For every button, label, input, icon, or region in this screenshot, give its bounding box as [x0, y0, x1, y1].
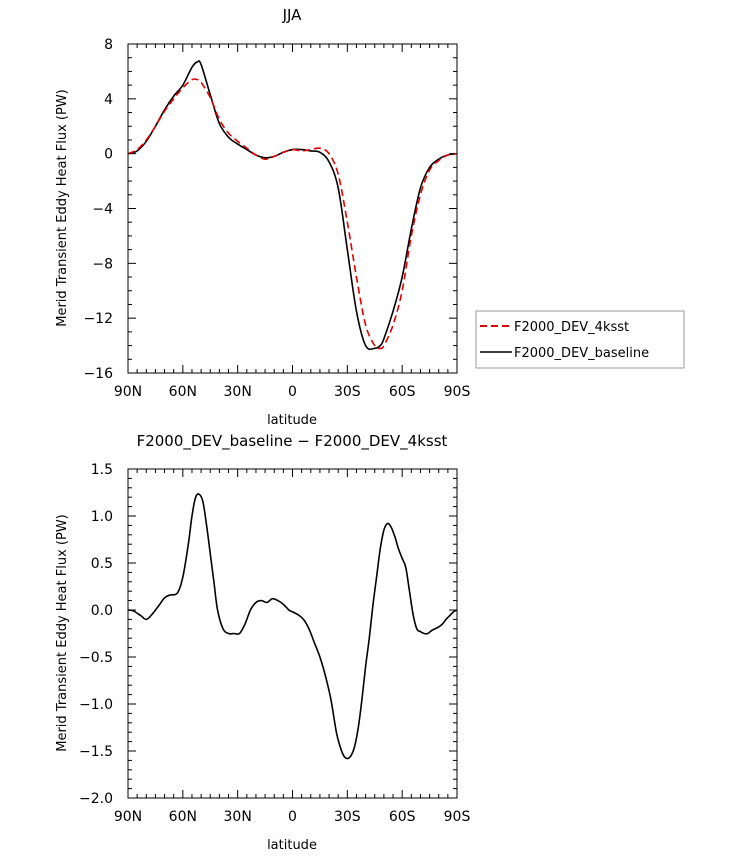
top-y-tick-label: −8: [92, 256, 113, 272]
legend-label-4ksst: F2000_DEV_4ksst: [514, 320, 629, 335]
legend-label-baseline: F2000_DEV_baseline: [514, 346, 649, 361]
bottom-y-tick-label: 0.0: [91, 603, 113, 619]
bottom-y-tick-label: 1.0: [91, 509, 113, 525]
bottom-y-tick-labels: −2.0 −1.5 −1.0 −0.5 0.0 0.5 1.0 1.5: [79, 462, 113, 807]
bottom-chart-title: F2000_DEV_baseline − F2000_DEV_4ksst: [137, 432, 448, 451]
top-series-line-1: [127, 60, 458, 351]
bottom-x-tick-label: 0: [288, 809, 297, 825]
bottom-x-tick-label: 90S: [444, 809, 471, 825]
top-panel: JJA 90N 60N 30N 0 30S 60S 90S −16 −12 −8 −4 0 4 8 la…: [55, 6, 685, 428]
top-y-tick-labels: −16 −12 −8 −4 0 4 8: [83, 37, 113, 382]
top-series-line-0: [127, 78, 458, 350]
bottom-y-tick-label: 0.5: [91, 556, 113, 572]
top-x-tick-label: 30S: [334, 384, 361, 400]
bottom-y-tick-label: −1.0: [79, 697, 113, 713]
bottom-y-tick-label: −1.5: [79, 744, 113, 760]
top-y-tick-label: 0: [104, 147, 113, 163]
top-x-tick-label: 30N: [224, 384, 252, 400]
legend-frame: [475, 310, 685, 369]
bottom-x-tick-label: 30S: [334, 809, 361, 825]
top-series-lines: [127, 60, 458, 351]
bottom-series-line-0: [127, 493, 458, 760]
bottom-x-tick-label: 30N: [224, 809, 252, 825]
top-chart-title: JJA: [282, 6, 303, 24]
top-y-tick-label: 4: [104, 92, 113, 108]
bottom-x-tick-label: 60S: [389, 809, 416, 825]
top-y-tick-label: 8: [104, 37, 113, 53]
top-y-axis-label: Merid Transient Eddy Heat Flux (PW): [55, 89, 70, 327]
top-x-tick-label: 60N: [169, 384, 197, 400]
top-y-tick-label: −12: [83, 311, 113, 327]
top-x-axis-label: latitude: [267, 413, 317, 428]
top-x-tick-label: 0: [288, 384, 297, 400]
bottom-y-tick-label: −0.5: [79, 650, 113, 666]
top-x-tick-label: 60S: [389, 384, 416, 400]
bottom-panel: F2000_DEV_baseline − F2000_DEV_4ksst 90N…: [55, 432, 470, 853]
bottom-tick-marks: [127, 468, 458, 799]
bottom-plot-frame: [127, 468, 458, 799]
top-plot-frame: [127, 43, 458, 374]
top-x-tick-label: 90N: [114, 384, 142, 400]
top-y-tick-label: −16: [83, 366, 113, 382]
bottom-y-axis-label: Merid Transient Eddy Heat Flux (PW): [55, 514, 70, 752]
bottom-series-lines: [127, 493, 458, 760]
legend: F2000_DEV_4ksst F2000_DEV_baseline: [475, 310, 685, 369]
bottom-x-tick-label: 60N: [169, 809, 197, 825]
bottom-y-tick-label: 1.5: [91, 462, 113, 478]
bottom-y-tick-label: −2.0: [79, 791, 113, 807]
top-y-tick-label: −4: [92, 202, 113, 218]
top-x-tick-label: 90S: [444, 384, 471, 400]
bottom-x-tick-label: 90N: [114, 809, 142, 825]
top-x-tick-labels: 90N 60N 30N 0 30S 60S 90S: [114, 384, 471, 400]
bottom-x-axis-label: latitude: [267, 838, 317, 853]
bottom-x-tick-labels: 90N 60N 30N 0 30S 60S 90S: [114, 809, 471, 825]
